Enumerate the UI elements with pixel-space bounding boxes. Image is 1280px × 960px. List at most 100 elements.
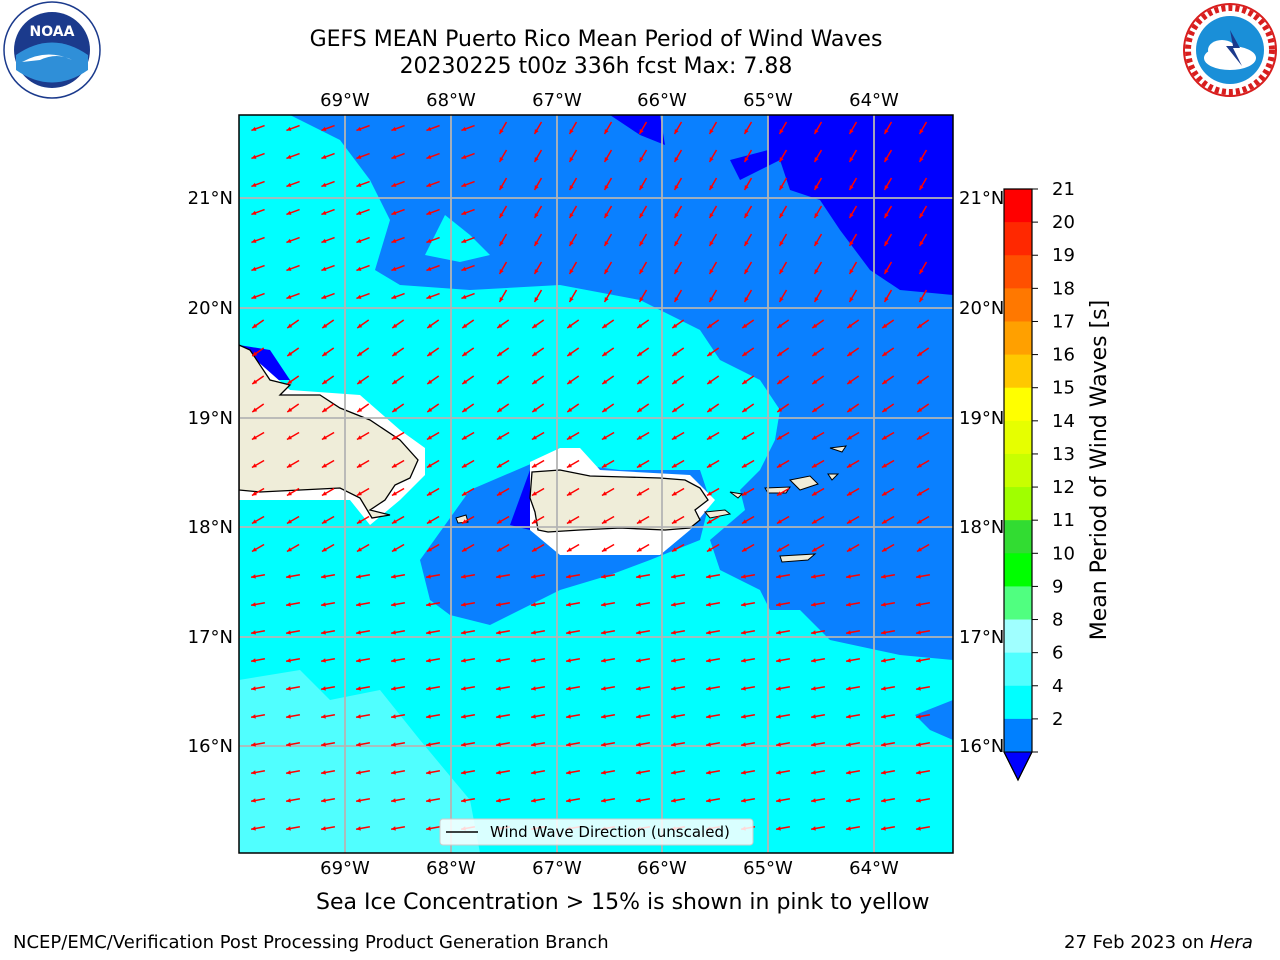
wind-arrow-head	[811, 798, 816, 803]
wind-arrow-head	[251, 798, 256, 803]
wind-arrow-head	[639, 269, 644, 275]
colorbar-tick-label: 20	[1052, 212, 1075, 233]
wind-arrow-head	[779, 129, 784, 135]
wind-arrow-head	[601, 798, 606, 803]
wind-arrow-head	[601, 435, 607, 440]
wind-arrow-head	[601, 602, 606, 607]
wind-arrow-head	[919, 185, 924, 191]
wind-arrow-head	[812, 379, 818, 385]
wind-arrow-head	[322, 379, 328, 385]
wind-arrow-head	[426, 686, 431, 691]
wind-arrow-head	[846, 602, 851, 607]
wind-arrow-head	[391, 491, 397, 496]
wind-arrow-head	[604, 269, 609, 275]
wind-arrow-head	[741, 798, 746, 803]
wind-arrow-head	[566, 798, 571, 803]
wind-arrow-head	[881, 547, 887, 552]
wind-arrow-head	[461, 210, 467, 215]
colorbar-tick-label: 16	[1052, 345, 1075, 366]
wind-arrow-head	[286, 435, 292, 440]
wind-arrow-head	[426, 491, 432, 496]
wind-arrow-head	[636, 742, 641, 747]
wind-arrow-head	[604, 157, 609, 163]
wind-arrow-head	[322, 323, 328, 329]
wind-arrow-head	[881, 714, 886, 719]
colorbar-segment	[1004, 288, 1032, 322]
wind-arrow-head	[426, 126, 432, 131]
wind-arrow-head	[391, 714, 396, 719]
wind-arrow-head	[812, 323, 818, 329]
wind-arrow-head	[496, 435, 502, 440]
wind-arrow-head	[846, 686, 851, 691]
wind-arrow-head	[881, 686, 886, 691]
wind-arrow-head	[814, 269, 819, 275]
wind-arrow-head	[916, 491, 922, 496]
colorbar-tick-label: 21	[1052, 179, 1075, 200]
wind-arrow-head	[566, 574, 571, 579]
wind-arrow-head	[426, 770, 431, 775]
wind-arrow-head	[849, 297, 854, 303]
wind-arrow-head	[881, 770, 886, 775]
wind-arrow-head	[252, 379, 258, 385]
wind-arrow-head	[534, 185, 539, 191]
map-frame	[238, 114, 954, 854]
lon-label-top: 64°W	[849, 90, 899, 111]
wind-arrow-head	[811, 630, 816, 635]
wind-arrow-head	[496, 742, 501, 747]
wind-arrow-head	[567, 407, 573, 413]
wind-arrow-head	[531, 519, 537, 524]
wind-arrow-head	[426, 826, 431, 831]
wind-arrow-head	[356, 770, 361, 775]
wind-arrow-head	[531, 547, 537, 552]
wind-arrow-head	[286, 266, 292, 271]
wind-arrow-head	[779, 157, 784, 163]
wind-arrow-head	[706, 686, 711, 691]
footer-date-text: 27 Feb 2023 on	[1064, 932, 1205, 953]
footer-date: 27 Feb 2023 on Hera	[1064, 932, 1253, 953]
wind-arrow-head	[391, 770, 396, 775]
wind-arrow-head	[779, 185, 784, 191]
wind-arrow-head	[741, 491, 747, 496]
footer-host: Hera	[1209, 932, 1253, 953]
lat-label-right: 21°N	[959, 188, 1004, 209]
wind-arrow-head	[812, 407, 818, 413]
lat-label-left: 16°N	[188, 736, 233, 757]
lat-label-right: 17°N	[959, 627, 1004, 648]
wind-arrow-head	[671, 602, 676, 607]
wind-arrow-head	[881, 742, 886, 747]
wind-arrow-head	[497, 351, 503, 357]
wind-arrow-head	[604, 129, 609, 135]
lon-label-top: 68°W	[426, 90, 476, 111]
title-line-1: GEFS MEAN Puerto Rico Mean Period of Win…	[309, 27, 883, 52]
wind-arrow-head	[776, 574, 781, 579]
colorbar-tick-label: 4	[1052, 676, 1063, 697]
wind-arrow-head	[531, 602, 536, 607]
wind-arrow-head	[884, 129, 889, 135]
wind-arrow-head	[881, 574, 886, 579]
wind-arrow-head	[849, 157, 854, 163]
colorbar-tick-label: 17	[1052, 311, 1075, 332]
wind-arrow-head	[601, 630, 606, 635]
wind-arrow-head	[286, 463, 292, 468]
wind-arrow-head	[636, 770, 641, 775]
lat-label-right: 19°N	[959, 408, 1004, 429]
wind-arrow-head	[741, 435, 747, 440]
wind-arrow-head	[671, 463, 677, 468]
wind-arrow-head	[356, 630, 361, 635]
wind-arrow-head	[499, 213, 504, 219]
wind-arrow-head	[637, 323, 643, 329]
wind-arrow-head	[496, 574, 501, 579]
wind-arrow-head	[812, 351, 818, 357]
wind-arrow-head	[251, 463, 257, 468]
wind-arrow-head	[287, 379, 293, 385]
wind-arrow-head	[814, 241, 819, 247]
wind-arrow-head	[321, 714, 326, 719]
wind-arrow-head	[534, 213, 539, 219]
wind-arrow-head	[356, 742, 361, 747]
lat-label-left: 21°N	[188, 188, 233, 209]
wind-arrow-head	[461, 798, 466, 803]
wind-arrow-head	[881, 630, 886, 635]
wind-arrow-head	[356, 463, 362, 468]
wind-arrow-head	[636, 658, 641, 663]
